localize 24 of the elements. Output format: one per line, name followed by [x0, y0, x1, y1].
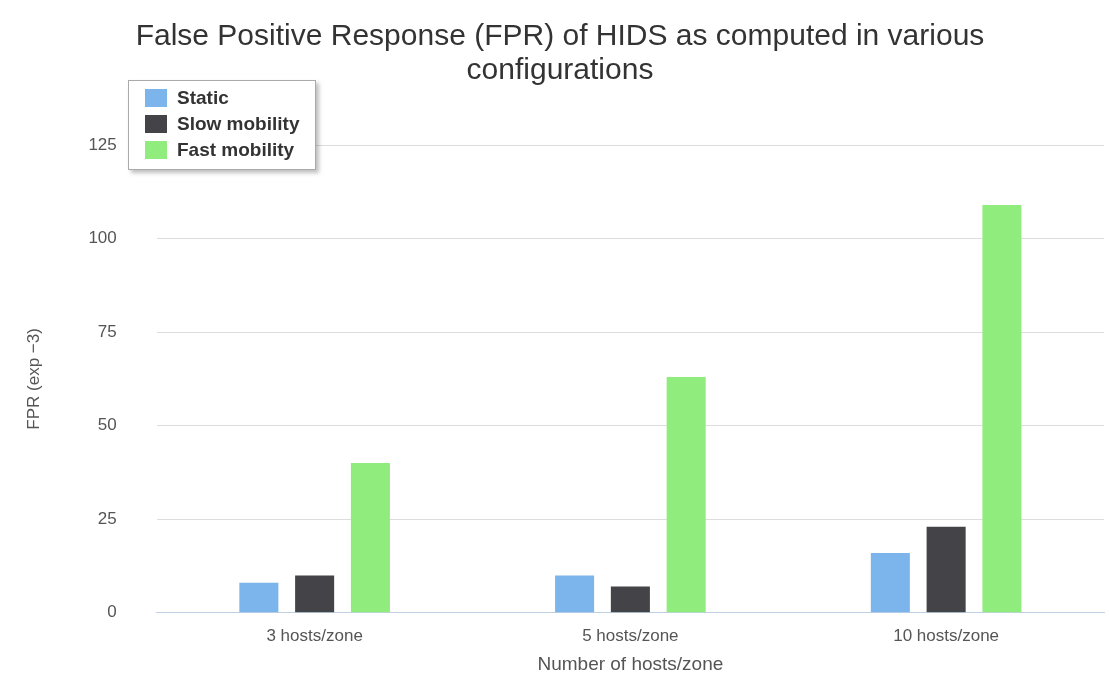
y-tick-label: 125 [88, 134, 117, 154]
x-tick-label: 5 hosts/zone [582, 625, 679, 645]
bar [982, 204, 1022, 613]
y-tick-label: 75 [97, 321, 117, 341]
legend-label: Fast mobility [177, 139, 295, 161]
bar [295, 575, 335, 613]
x-tick-label: 3 hosts/zone [266, 625, 363, 645]
bar [350, 463, 390, 613]
y-tick-label: 0 [107, 602, 117, 622]
bar [555, 575, 595, 613]
chart-title: False Positive Response (FPR) of HIDS as computed in various configurations [134, 18, 986, 86]
y-tick-label: 100 [88, 228, 117, 248]
legend-label: Static [177, 87, 229, 109]
bar [239, 582, 279, 613]
bar [666, 377, 706, 613]
legend-label: Slow mobility [177, 113, 300, 135]
bar [926, 526, 966, 613]
y-axis-title: FPR (exp −3) [23, 328, 43, 430]
x-tick-label: 10 hosts/zone [893, 625, 1000, 645]
x-axis-title: Number of hosts/zone [537, 652, 724, 674]
y-tick-label: 50 [97, 415, 117, 435]
y-tick-label: 25 [97, 508, 117, 528]
bar [870, 552, 910, 613]
bar [610, 586, 650, 613]
